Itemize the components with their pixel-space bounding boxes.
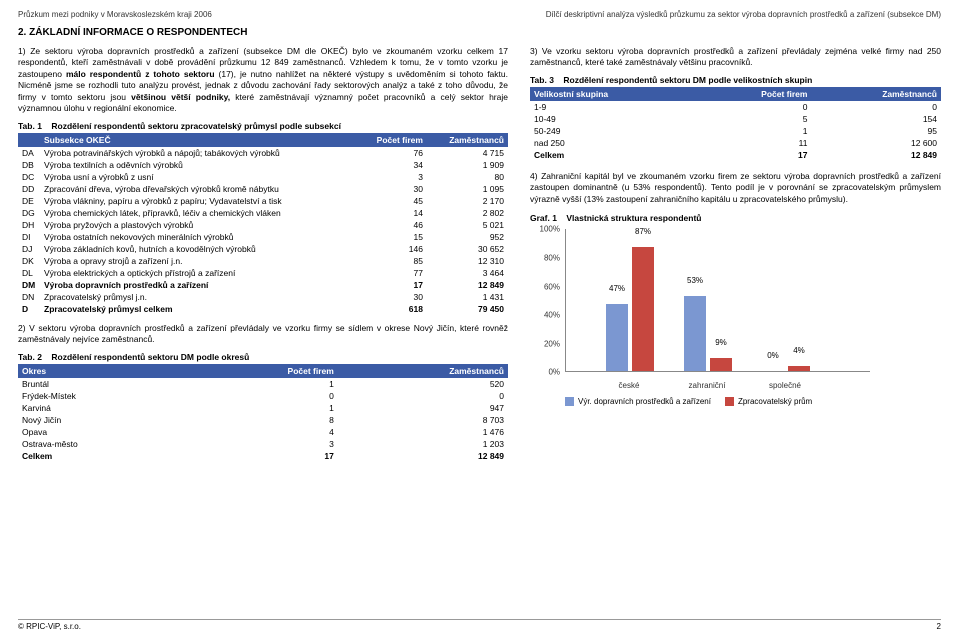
legend-swatch (725, 397, 734, 406)
chart-legend: Výr. dopravních prostředků a zařízení Zpr… (565, 397, 812, 406)
table-row: DKVýroba a opravy strojů a zařízení j.n.… (18, 255, 508, 267)
two-column-layout: 1) Ze sektoru výroba dopravních prostřed… (18, 46, 941, 462)
legend-swatch (565, 397, 574, 406)
table-row: DZpracovatelský průmysl celkem61879 450 (18, 303, 508, 315)
ytick-label: 40% (530, 311, 560, 320)
table-row: 10-495154 (530, 113, 941, 125)
right-column: 3) Ve vzorku sektoru výroba dopravních p… (530, 46, 941, 462)
bar-value-label: 0% (767, 351, 779, 360)
table-row: DMVýroba dopravních prostředků a zařízen… (18, 279, 508, 291)
table-3: Velikostní skupinaPočet firemZaměstnanců… (530, 87, 941, 161)
tab3-caption: Tab. 3 Rozdělení respondentů sektoru DM … (530, 75, 941, 85)
ytick-label: 20% (530, 339, 560, 348)
table-row: DCVýroba usní a výrobků z usní380 (18, 171, 508, 183)
table-row: Karviná1947 (18, 402, 508, 414)
paragraph-2: 2) V sektoru výroba dopravních prostředk… (18, 323, 508, 346)
ytick-label: 0% (530, 368, 560, 377)
table-row: DLVýroba elektrických a optických přístr… (18, 267, 508, 279)
table-row: Ostrava-město31 203 (18, 438, 508, 450)
table-row: Nový Jičín88 703 (18, 414, 508, 426)
bar-value-label: 87% (635, 227, 651, 236)
table-row: 1-900 (530, 101, 941, 113)
chart-bar (788, 366, 810, 372)
xcat-label: společné (769, 381, 801, 390)
legend-label: Zpracovatelský prům (738, 397, 812, 406)
table-row: nad 2501112 600 (530, 137, 941, 149)
legend-label: Výr. dopravních prostředků a zařízení (578, 397, 711, 406)
paragraph-1: 1) Ze sektoru výroba dopravních prostřed… (18, 46, 508, 115)
table-row: Celkem1712 849 (530, 149, 941, 161)
table-row: Frýdek-Místek00 (18, 390, 508, 402)
footer-right: 2 (937, 622, 941, 631)
chart-bar (684, 296, 706, 372)
tab1-caption: Tab. 1 Rozdělení respondentů sektoru zpr… (18, 121, 508, 131)
ytick-label: 80% (530, 253, 560, 262)
ytick-label: 60% (530, 282, 560, 291)
header-right: Dílčí deskriptivní analýza výsledků průz… (546, 10, 941, 19)
table-row: DNZpracovatelský průmysl j.n.301 431 (18, 291, 508, 303)
xcat-label: zahraniční (689, 381, 726, 390)
paragraph-3: 3) Ve vzorku sektoru výroba dopravních p… (530, 46, 941, 69)
table-row: DAVýroba potravinářských výrobků a nápoj… (18, 147, 508, 159)
chart-bar (606, 304, 628, 371)
bar-value-label: 53% (687, 276, 703, 285)
table-row: DHVýroba pryžových a plastových výrobků4… (18, 219, 508, 231)
paragraph-4: 4) Zahraniční kapitál byl ve zkoumaném v… (530, 171, 941, 205)
table-row: DEVýroba vlákniny, papíru a výrobků z pa… (18, 195, 508, 207)
xcat-label: české (619, 381, 640, 390)
table-row: 50-249195 (530, 125, 941, 137)
footer-left: © RPIC-ViP, s.r.o. (18, 622, 81, 631)
page-header: Průzkum mezi podniky v Moravskoslezském … (18, 10, 941, 19)
table-row: DJVýroba základních kovů, hutních a kovo… (18, 243, 508, 255)
tab2-caption: Tab. 2 Rozdělení respondentů sektoru DM … (18, 352, 508, 362)
table-row: DIVýroba ostatních nekovových minerálníc… (18, 231, 508, 243)
left-column: 1) Ze sektoru výroba dopravních prostřed… (18, 46, 508, 462)
table-row: DBVýroba textilních a oděvních výrobků34… (18, 159, 508, 171)
bar-chart: 0%20%40%60%80%100% 47%87%53%9%0%4% české… (530, 229, 870, 404)
legend-item: Zpracovatelský prům (725, 397, 812, 406)
page-footer: © RPIC-ViP, s.r.o. 2 (18, 619, 941, 631)
table-1: Subsekce OKEČPočet firemZaměstnancůDAVýr… (18, 133, 508, 315)
table-2: OkresPočet firemZaměstnancůBruntál1520Fr… (18, 364, 508, 462)
table-row: Bruntál1520 (18, 378, 508, 390)
table-row: Celkem1712 849 (18, 450, 508, 462)
table-row: Opava41 476 (18, 426, 508, 438)
chart-bar (710, 358, 732, 371)
header-left: Průzkum mezi podniky v Moravskoslezském … (18, 10, 212, 19)
table-row: DGVýroba chemických látek, přípravků, lé… (18, 207, 508, 219)
chart-caption: Graf. 1 Vlastnická struktura respondentů (530, 213, 941, 223)
bar-value-label: 9% (715, 338, 727, 347)
bar-value-label: 47% (609, 284, 625, 293)
chart-bar (632, 247, 654, 371)
ytick-label: 100% (530, 225, 560, 234)
section-title: 2. ZÁKLADNÍ INFORMACE O RESPONDENTECH (18, 27, 941, 38)
legend-item: Výr. dopravních prostředků a zařízení (565, 397, 711, 406)
table-row: DDZpracování dřeva, výroba dřevařských v… (18, 183, 508, 195)
bar-value-label: 4% (793, 346, 805, 355)
chart-plot-area: 47% 87% 53% 9% 0% 4% (565, 229, 870, 372)
